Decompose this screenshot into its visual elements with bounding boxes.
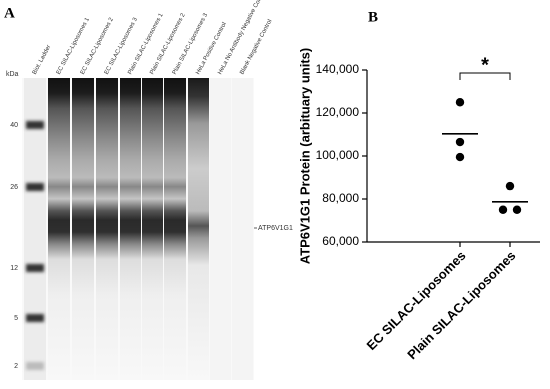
empty-lane (232, 78, 253, 380)
panel-label: B (368, 9, 378, 25)
lane-label: Biot. Ladder (32, 44, 52, 75)
sample-lane (120, 78, 141, 380)
data-point (455, 137, 465, 147)
sample-lane (142, 78, 163, 380)
data-point (455, 98, 465, 107)
marker-label: 5 (14, 315, 18, 322)
sample-lane (164, 78, 186, 380)
marker-label: 26 (10, 184, 18, 191)
y-tick-label: 100,000 (316, 148, 360, 162)
gel-panel: A kDa Biot. Ladder EC SILAC-Liposomes 1EC… (4, 0, 293, 380)
y-tick-label: 80,000 (322, 191, 359, 205)
sample-lane (72, 78, 94, 380)
plot-panel: B ATP6V1G1 Protein (arbituary units) * 6… (297, 9, 540, 362)
x-tick-label: EC SILAC-Liposomes (363, 248, 468, 353)
data-point (505, 181, 515, 191)
panel-label: A (4, 5, 15, 21)
empty-lane (210, 78, 231, 380)
y-tick-label: 120,000 (316, 105, 360, 119)
data-point (455, 152, 465, 162)
y-tick-label: 140,000 (316, 62, 360, 76)
y-tick-label: 60,000 (322, 234, 359, 248)
unit-label: kDa (6, 71, 19, 78)
data-point (498, 205, 508, 214)
significance-label: * (481, 54, 489, 76)
data-point (512, 205, 522, 214)
ladder-band (26, 264, 44, 272)
sample-lane (48, 78, 70, 380)
marker-label: 2 (14, 363, 18, 370)
band-label: ATP6V1G1 (258, 225, 293, 232)
ladder-band (26, 362, 44, 370)
y-axis-label: ATP6V1G1 Protein (arbituary units) (297, 48, 312, 264)
ladder-lane (24, 78, 46, 380)
marker-label: 12 (10, 265, 18, 272)
marker-label: 40 (10, 122, 18, 129)
ladder-band (26, 314, 44, 322)
sample-lane (96, 78, 118, 380)
ladder-band (26, 121, 44, 129)
ladder-band (26, 183, 44, 191)
significance-bracket (459, 72, 511, 80)
control-lane (188, 78, 209, 380)
